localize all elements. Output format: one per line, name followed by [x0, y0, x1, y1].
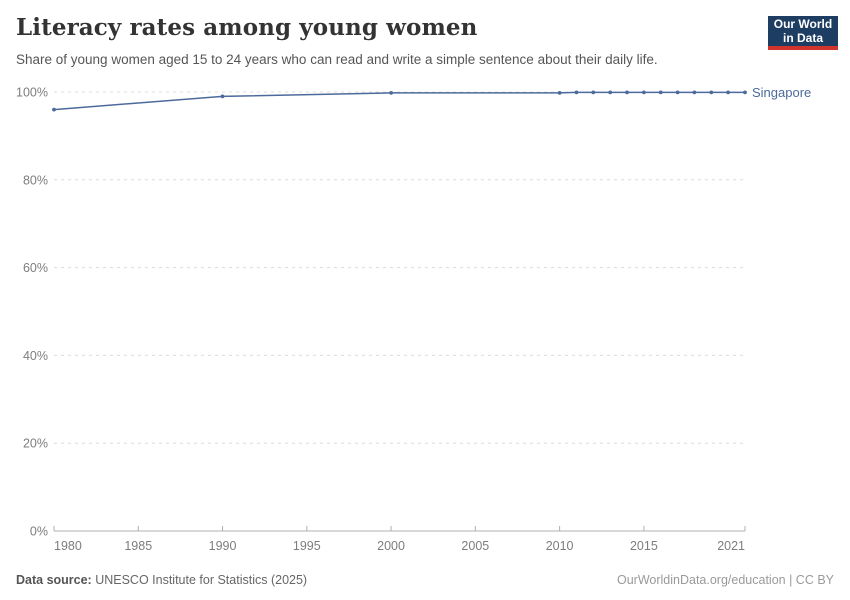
page-title: Literacy rates among young women: [16, 14, 478, 41]
x-tick-label: 1985: [124, 539, 152, 553]
credit-link[interactable]: OurWorldinData.org/education | CC BY: [616, 573, 834, 587]
data-point-marker: [220, 94, 225, 99]
data-point-marker: [692, 90, 697, 95]
x-tick-label: 1990: [209, 539, 237, 553]
data-point-marker: [52, 107, 56, 112]
owid-logo-line1: Our World: [773, 16, 833, 31]
x-tick-label: 2010: [546, 539, 574, 553]
x-tick-label: 2015: [630, 539, 658, 553]
series-line: [53, 91, 746, 111]
data-point-marker: [743, 90, 747, 95]
x-tick-label: 2000: [377, 539, 405, 553]
x-tick-label: 2005: [461, 539, 489, 553]
data-source-label: Data source:: [16, 573, 92, 587]
y-tick-label: 40%: [23, 349, 48, 363]
data-point-marker: [591, 90, 596, 95]
data-point-marker: [709, 90, 714, 95]
data-point-marker: [675, 90, 680, 95]
x-tick-label: 2021: [717, 539, 745, 553]
chart-subtitle: Share of young women aged 15 to 24 years…: [16, 52, 658, 67]
y-tick-label: 0%: [30, 525, 48, 539]
y-tick-label: 100%: [16, 86, 48, 100]
data-source-value: UNESCO Institute for Statistics (2025): [91, 573, 308, 587]
x-tick-label: 1980: [54, 539, 82, 553]
data-point-marker: [658, 90, 663, 95]
data-point-marker: [389, 91, 393, 95]
y-tick-label: 20%: [23, 437, 48, 451]
data-point-marker: [557, 91, 562, 95]
series-label: Singapore: [752, 85, 811, 100]
data-point-marker: [726, 90, 730, 95]
data-source-note: Data source: UNESCO Institute for Statis…: [16, 573, 307, 587]
data-point-marker: [625, 90, 629, 95]
x-tick-label: 1995: [293, 539, 321, 553]
data-point-marker: [642, 90, 646, 95]
data-point-marker: [608, 90, 613, 95]
y-tick-label: 80%: [23, 173, 48, 187]
owid-logo[interactable]: Our World in Data: [768, 16, 838, 50]
owid-logo-line2: in Data: [782, 31, 823, 45]
data-point-marker: [574, 90, 579, 95]
y-tick-label: 60%: [23, 261, 48, 275]
